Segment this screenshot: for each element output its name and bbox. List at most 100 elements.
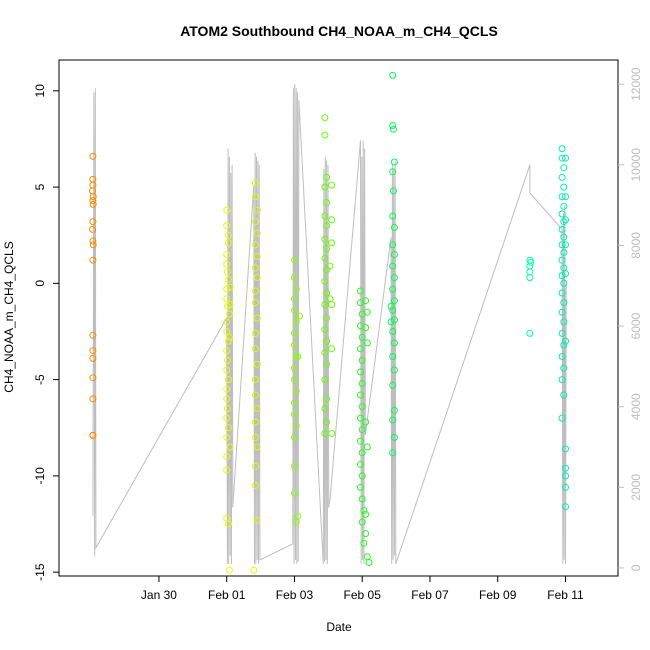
- data-point-6: [358, 403, 366, 411]
- data-point-4: [292, 318, 300, 326]
- data-point-7: [389, 168, 397, 176]
- data-point-9: [562, 193, 569, 201]
- data-point-4: [291, 295, 298, 303]
- data-point-7: [389, 71, 397, 79]
- data-point-3: [253, 516, 261, 524]
- data-point-3: [253, 274, 261, 282]
- data-point-7: [390, 433, 398, 441]
- data-point-7: [387, 318, 395, 326]
- data-point-3: [252, 264, 259, 272]
- x-axis-label: Date: [326, 620, 352, 634]
- data-point-9: [558, 241, 566, 249]
- x-tick-label: Feb 03: [276, 588, 314, 602]
- data-point-7: [390, 406, 398, 414]
- data-point-9: [562, 472, 569, 480]
- data-point-2: [226, 283, 234, 291]
- data-point-5: [321, 254, 329, 262]
- data-point-8: [526, 274, 534, 282]
- data-point-2: [224, 239, 232, 247]
- data-point-5: [321, 349, 329, 357]
- data-point-3: [253, 360, 261, 368]
- y-tick-label: -10: [33, 467, 47, 485]
- data-point-5: [321, 212, 329, 220]
- data-point-9: [562, 464, 569, 472]
- data-point-4: [291, 341, 298, 349]
- data-point-3: [252, 482, 259, 489]
- data-point-4: [291, 462, 298, 470]
- data-point-2: [223, 206, 231, 214]
- data-point-9: [558, 145, 566, 153]
- y-tick-label: 5: [33, 183, 47, 190]
- data-point-6: [362, 530, 370, 538]
- data-point-3: [252, 299, 259, 307]
- data-point-2: [224, 424, 232, 432]
- y-axis-label: CH4_NOAA_m_CH4_QCLS: [2, 241, 16, 392]
- data-point-4: [291, 364, 298, 372]
- data-point-9: [562, 445, 569, 453]
- data-point-6: [365, 559, 373, 566]
- data-point-6: [357, 391, 364, 399]
- data-point-9: [562, 216, 569, 224]
- data-point-6: [358, 426, 366, 434]
- data-point-7: [390, 274, 398, 282]
- data-point-5: [323, 245, 331, 253]
- data-point-7: [389, 381, 397, 389]
- data-point-7: [389, 125, 397, 133]
- data-point-8: [527, 258, 535, 266]
- data-point-9: [560, 164, 568, 172]
- y2-tick-label: 12000: [629, 67, 643, 101]
- data-point-6: [358, 449, 366, 457]
- data-point-4: [291, 410, 298, 418]
- x-tick-label: Feb 01: [208, 588, 246, 602]
- data-point-9: [558, 289, 566, 297]
- data-point-2: [223, 414, 231, 422]
- data-point-4: [294, 512, 302, 520]
- data-point-2: [225, 333, 233, 341]
- data-point-3: [252, 376, 259, 384]
- data-point-6: [358, 356, 366, 364]
- data-point-9: [560, 341, 568, 349]
- data-point-6: [358, 472, 366, 480]
- data-point-9: [558, 210, 566, 218]
- data-point-2: [223, 318, 231, 326]
- data-point-6: [360, 539, 368, 547]
- data-point-1: [89, 256, 97, 264]
- data-point-5: [323, 360, 331, 368]
- y-tick-label: 0: [33, 280, 47, 287]
- data-point-1: [89, 225, 96, 233]
- data-point-3: [252, 345, 259, 353]
- data-point-9: [560, 318, 568, 326]
- data-point-2: [224, 337, 232, 345]
- data-point-7: [389, 122, 397, 129]
- data-point-9: [558, 154, 566, 162]
- data-point-4: [291, 489, 298, 497]
- data-point-1: [89, 218, 97, 226]
- data-point-4: [291, 433, 298, 441]
- data-point-3: [252, 433, 259, 441]
- data-point-7: [389, 262, 397, 270]
- data-point-9: [558, 225, 566, 233]
- data-point-9: [562, 154, 569, 162]
- data-point-2: [223, 366, 231, 374]
- data-point-4: [292, 387, 300, 395]
- data-point-4: [294, 353, 302, 360]
- data-points-layer: [89, 71, 569, 574]
- data-point-7: [390, 224, 398, 231]
- data-point-2: [223, 395, 231, 403]
- data-point-5: [323, 314, 331, 322]
- data-point-7: [389, 416, 397, 424]
- data-point-3: [252, 418, 259, 426]
- y2-tick-label: 8000: [629, 232, 643, 259]
- data-point-5: [326, 295, 334, 303]
- data-point-6: [357, 437, 364, 445]
- data-point-6: [357, 368, 364, 376]
- data-point-3: [252, 391, 259, 399]
- data-point-5: [323, 266, 331, 274]
- x-tick-label: Feb 07: [411, 588, 449, 602]
- data-point-2: [223, 405, 231, 412]
- data-point-2: [223, 295, 231, 303]
- data-point-4: [296, 312, 303, 320]
- data-point-5: [321, 430, 329, 437]
- data-point-7: [390, 366, 398, 374]
